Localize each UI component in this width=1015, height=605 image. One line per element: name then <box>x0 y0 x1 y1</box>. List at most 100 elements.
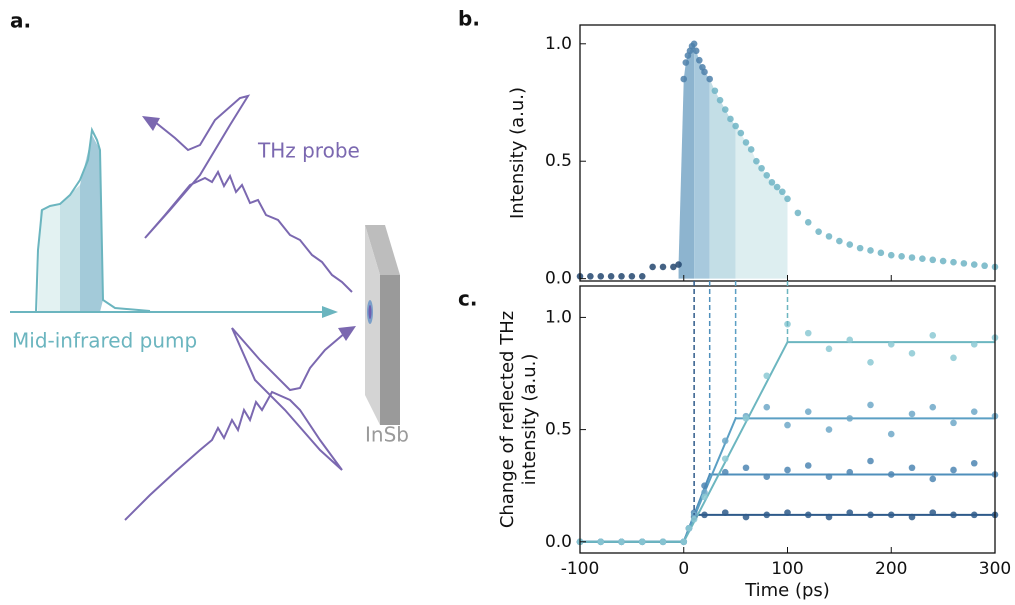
data-point <box>675 261 682 268</box>
data-point <box>929 256 937 264</box>
data-point <box>701 511 708 519</box>
data-point <box>867 457 874 465</box>
data-point <box>898 253 905 260</box>
data-point <box>701 68 708 76</box>
pump-shade <box>80 135 103 312</box>
chart: 0.0 0.5 1.0 -100 0 100 200 300 Time (ps) Change o… <box>497 285 1011 601</box>
data-point <box>721 106 729 113</box>
data-point <box>887 430 895 438</box>
data-point <box>696 56 703 64</box>
data-point <box>867 358 874 366</box>
data-point <box>685 525 693 532</box>
data-point <box>846 336 854 344</box>
fit-line <box>580 473 995 543</box>
data-point <box>721 437 729 445</box>
data-point <box>908 513 916 521</box>
data-point <box>804 511 812 519</box>
y-tick-label: 0.5 <box>545 420 572 440</box>
data-point <box>825 426 833 433</box>
sample-side <box>380 275 400 425</box>
data-point <box>701 493 708 501</box>
panel-label: a. <box>10 9 31 33</box>
x-axis-label: Time (ps) <box>744 580 830 601</box>
data-point <box>763 473 771 481</box>
data-point <box>680 538 688 546</box>
data-point <box>727 115 734 123</box>
data-point <box>773 183 781 191</box>
data-point <box>784 421 791 429</box>
data-point <box>908 254 916 261</box>
data-point <box>763 511 771 519</box>
data-point <box>887 251 895 259</box>
sample-label: InSb <box>365 423 409 447</box>
data-point <box>721 509 729 516</box>
data-point <box>618 273 625 280</box>
data-point <box>908 350 916 357</box>
pump-outline <box>10 126 151 313</box>
data-point <box>877 249 885 257</box>
pump-shade <box>38 204 60 312</box>
data-point <box>747 146 755 153</box>
data-point <box>919 255 926 262</box>
diagram: THz probe Mid-infrared pump InSb <box>10 94 409 521</box>
data-point <box>680 75 688 83</box>
data-point <box>763 372 771 380</box>
data-point <box>970 341 978 348</box>
data-point <box>950 511 957 519</box>
data-point <box>587 273 594 280</box>
data-point <box>670 263 677 271</box>
data-point <box>763 403 771 411</box>
data-point <box>887 511 895 519</box>
data-point <box>846 509 854 516</box>
y-tick-label: 1.0 <box>545 307 572 327</box>
data-point <box>825 345 833 353</box>
data-point <box>763 172 771 179</box>
data-point <box>846 415 854 422</box>
data-point <box>784 466 791 474</box>
y-tick-label: 0.0 <box>545 269 572 289</box>
data-point <box>970 511 978 519</box>
data-point <box>742 464 750 472</box>
thz-arrowhead <box>338 326 356 341</box>
data-point <box>836 237 843 245</box>
data-point <box>804 408 812 415</box>
data-point <box>825 473 833 481</box>
data-point <box>846 468 854 476</box>
data-point <box>659 263 667 271</box>
data-point <box>768 179 776 186</box>
data-point <box>981 262 988 270</box>
data-point <box>721 455 729 463</box>
y-tick-label: 0.0 <box>545 532 572 552</box>
data-point <box>682 59 690 66</box>
data-point <box>690 40 698 48</box>
data-point <box>804 462 812 469</box>
data-point <box>758 164 765 172</box>
data-point <box>846 241 854 248</box>
y-axis-label: Intensity (a.u.) <box>507 87 528 219</box>
data-point <box>706 75 713 83</box>
data-point <box>815 228 822 235</box>
data-point <box>701 482 708 489</box>
data-point <box>784 195 791 203</box>
data-point <box>597 273 605 280</box>
shaded-band <box>735 125 788 279</box>
sample-top <box>365 225 400 275</box>
data-point <box>804 329 812 337</box>
y-axis-label: Change of reflected THzintensity (a.u.) <box>497 311 540 528</box>
data-point <box>732 122 739 130</box>
data-point <box>794 209 802 217</box>
x-tick-label: 200 <box>875 559 907 579</box>
x-tick-label: -100 <box>561 559 600 579</box>
data-point <box>887 341 895 348</box>
data-point <box>638 273 646 280</box>
thz-arrowhead <box>142 116 160 131</box>
y-tick-label: 1.0 <box>545 34 572 54</box>
x-tick-label: 300 <box>979 559 1011 579</box>
x-tick-label: 0 <box>678 559 689 579</box>
data-point <box>908 410 916 418</box>
y-tick-label: 0.5 <box>545 151 572 171</box>
data-point <box>638 538 646 546</box>
data-point <box>711 87 719 95</box>
data-point <box>950 354 957 362</box>
data-point <box>908 464 916 472</box>
